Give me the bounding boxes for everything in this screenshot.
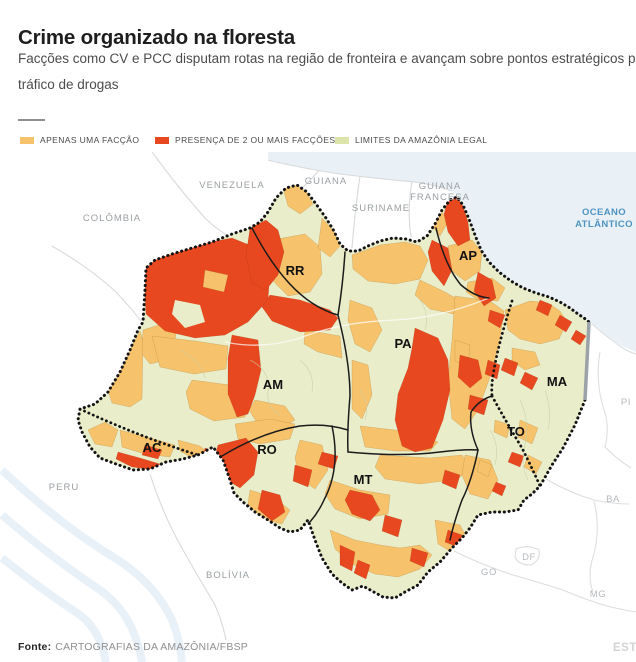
- legend-label-amazonia-limits: LIMITES DA AMAZÔNIA LEGAL: [355, 135, 488, 145]
- legend-item-one-faction: APENAS UMA FACÇÃO: [20, 135, 139, 145]
- label-mt: MT: [354, 472, 373, 487]
- municipality-lines: [179, 299, 550, 481]
- label-guiana-francesa-1: GUIANA: [419, 181, 461, 192]
- legend-swatch-one-faction-icon: [20, 136, 34, 144]
- label-bolivia: BOLÍVIA: [206, 570, 250, 581]
- label-rr: RR: [286, 263, 305, 278]
- source-line: Fonte: CARTOGRAFIAS DA AMAZÔNIA/FBSP: [18, 641, 248, 653]
- label-ba: BA: [606, 494, 620, 505]
- internal-dotted-borders: [78, 299, 542, 488]
- topo-lines: [0, 467, 186, 662]
- legend-item-amazonia-limits: LIMITES DA AMAZÔNIA LEGAL: [335, 135, 487, 145]
- subtitle-line-1: Facções como CV e PCC disputam rotas na …: [18, 51, 636, 66]
- green-accent: [172, 300, 205, 328]
- subtitle-line-2: tráfico de drogas: [18, 77, 119, 92]
- page-title: Crime organizado na floresta: [18, 25, 295, 49]
- label-guiana-francesa-2: FRANCESA: [410, 192, 470, 203]
- label-oceano: OCEANO: [582, 207, 626, 218]
- legend-label-one-faction: APENAS UMA FACÇÃO: [40, 135, 140, 145]
- legend-swatch-amazonia-limits-icon: [335, 136, 349, 144]
- label-ap: AP: [459, 248, 477, 263]
- label-guiana: GUIANA: [305, 176, 347, 187]
- neighbor-state-labels: PI BA DF GO MG: [481, 397, 631, 600]
- legend-rule: [18, 119, 45, 121]
- source-label: Fonte:: [18, 641, 52, 653]
- label-atlantico: ATLÂNTICO: [575, 218, 633, 230]
- label-colombia: COLÔMBIA: [83, 213, 141, 224]
- state-labels: RR AP PA AM MA AC RO TO MT: [143, 248, 568, 487]
- label-mg: MG: [590, 589, 607, 600]
- label-df: DF: [522, 552, 536, 563]
- ma-east-limit: [583, 321, 591, 401]
- label-peru: PERU: [49, 482, 79, 493]
- orange-accent: [202, 269, 229, 293]
- label-pa: PA: [394, 336, 412, 351]
- label-ac: AC: [143, 440, 162, 455]
- page-subtitle: Facções como CV e PCC disputam rotas na …: [18, 46, 636, 98]
- label-pi: PI: [621, 397, 631, 408]
- source-text: CARTOGRAFIAS DA AMAZÔNIA/FBSP: [55, 641, 248, 653]
- country-borders: [51, 151, 636, 641]
- legend-label-multi-faction: PRESENÇA DE 2 OU MAIS FACÇÕES: [175, 135, 336, 145]
- amazon-river: [224, 297, 490, 346]
- label-am: AM: [263, 377, 283, 392]
- label-go: GO: [481, 567, 497, 578]
- legend-item-multi-faction: PRESENÇA DE 2 OU MAIS FACÇÕES: [155, 135, 335, 145]
- ocean-label: OCEANO ATLÂNTICO: [575, 207, 633, 230]
- amazonia-legal-boundary: [76, 183, 591, 600]
- atlantic-ocean: [268, 152, 636, 352]
- label-venezuela: VENEZUELA: [199, 180, 265, 191]
- legend: APENAS UMA FACÇÃO PRESENÇA DE 2 OU MAIS …: [0, 135, 636, 151]
- publisher-watermark: EST: [613, 642, 636, 654]
- country-labels: VENEZUELA COLÔMBIA GUIANA SURINAME GUIAN…: [49, 176, 470, 581]
- label-ma: MA: [547, 374, 568, 389]
- label-suriname: SURINAME: [352, 203, 410, 214]
- legend-swatch-multi-faction-icon: [155, 136, 169, 144]
- label-ro: RO: [257, 442, 277, 457]
- label-to: TO: [507, 424, 525, 439]
